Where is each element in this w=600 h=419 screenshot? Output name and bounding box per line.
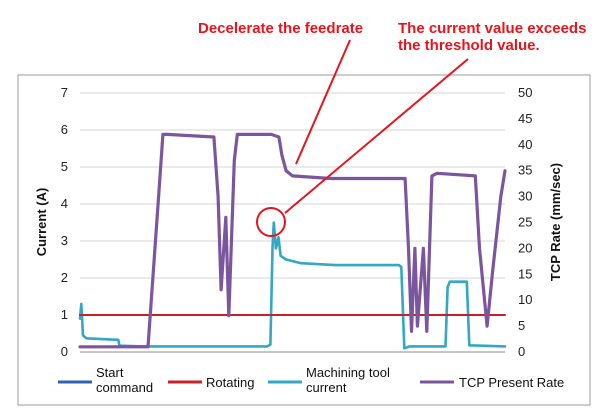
right-tick-label: 45 — [518, 111, 532, 126]
right-tick-label: 10 — [518, 292, 532, 307]
left-tick-label: 7 — [61, 85, 68, 100]
left-tick-label: 5 — [61, 159, 68, 174]
right-tick-label: 35 — [518, 163, 532, 178]
left-tick-label: 2 — [61, 270, 68, 285]
legend: Start command Rotating Machining tool cu… — [58, 365, 564, 395]
annotation-threshold-line-1: The current value exceeds — [398, 20, 586, 37]
legend-label-start-command-2: command — [96, 380, 153, 395]
right-tick-label: 25 — [518, 215, 532, 230]
callout-line-decelerate — [295, 39, 351, 165]
callout-line-threshold — [284, 58, 469, 214]
legend-label-machining-2: current — [306, 380, 347, 395]
chart-frame — [17, 74, 591, 406]
right-tick-label: 15 — [518, 266, 532, 281]
callout-circle — [256, 207, 286, 237]
left-tick-label: 0 — [61, 344, 68, 359]
right-axis-label: TCP Rate (mm/sec) — [548, 163, 563, 281]
right-tick-label: 20 — [518, 240, 532, 255]
series-layer — [78, 132, 507, 350]
right-tick-label: 5 — [518, 318, 525, 333]
left-tick-label: 1 — [61, 307, 68, 322]
right-tick-label: 50 — [518, 85, 532, 100]
legend-label-start-command-1: Start — [96, 365, 124, 380]
right-tick-label: 0 — [518, 344, 525, 359]
left-axis-label: Current (A) — [34, 188, 49, 257]
left-axis-ticks: 0 1 2 3 4 5 6 7 — [61, 85, 68, 359]
series-line-tcp-present-rate — [78, 132, 507, 349]
right-tick-label: 40 — [518, 137, 532, 152]
series-line-machining-tool-current — [78, 221, 507, 350]
left-tick-label: 4 — [61, 196, 68, 211]
legend-label-rotating: Rotating — [206, 375, 254, 390]
right-axis-ticks: 0 5 10 15 20 25 30 35 40 45 50 — [518, 85, 532, 359]
left-tick-label: 6 — [61, 122, 68, 137]
annotation-decelerate: Decelerate the feedrate — [198, 20, 363, 37]
annotation-threshold-line-2: the threshold value. — [398, 37, 540, 54]
left-tick-label: 3 — [61, 233, 68, 248]
legend-label-tcp-present-rate: TCP Present Rate — [459, 375, 564, 390]
right-tick-label: 30 — [518, 189, 532, 204]
legend-label-machining-1: Machining tool — [306, 365, 390, 380]
